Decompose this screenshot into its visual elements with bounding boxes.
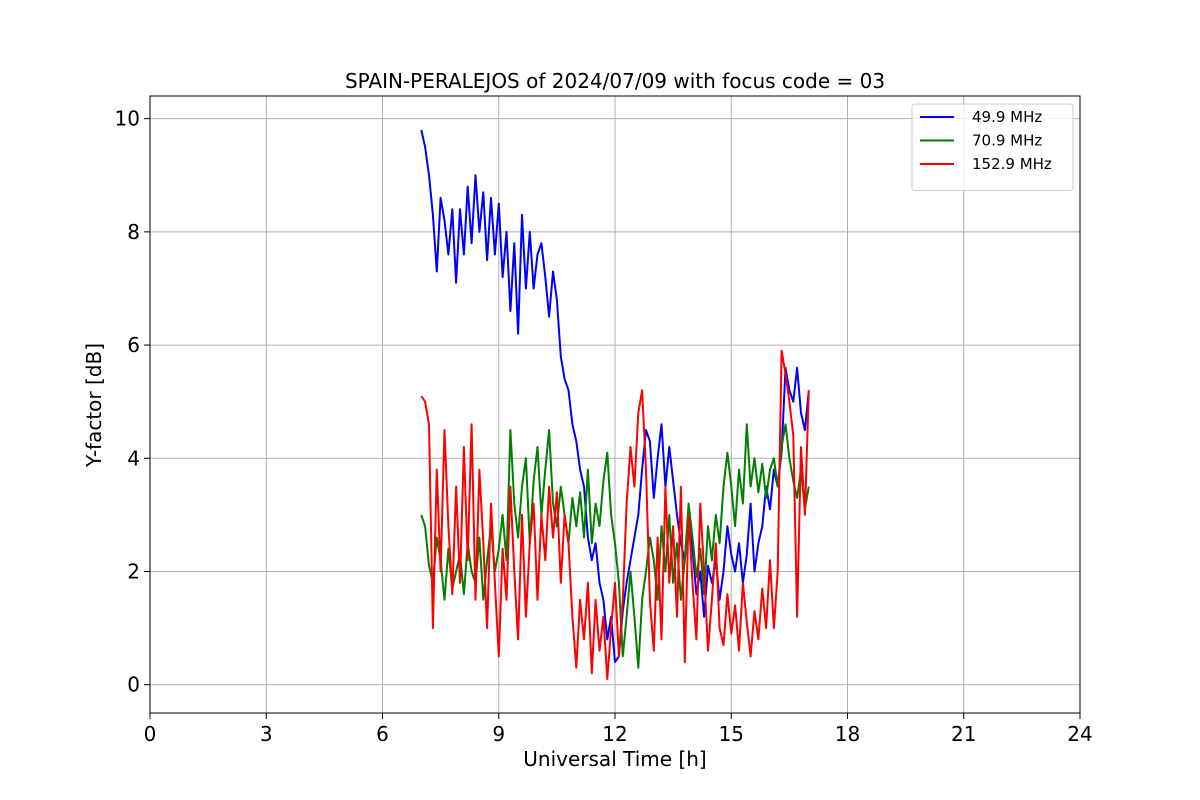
y-axis-label: Y-factor [dB]: [82, 343, 106, 468]
series-line-1: [420, 129, 810, 664]
series-line-3: [420, 349, 810, 680]
legend: 49.9 MHz 70.9 MHz 152.9 MHz: [911, 103, 1074, 191]
legend-label: 49.9 MHz: [972, 108, 1042, 126]
legend-label: 152.9 MHz: [972, 155, 1052, 173]
y-tick-label: 0: [127, 673, 140, 697]
x-tick-label: 18: [835, 722, 860, 746]
x-tick-label: 12: [602, 722, 627, 746]
x-tick-label: 15: [719, 722, 744, 746]
x-axis-label: Universal Time [h]: [523, 747, 706, 771]
x-tick-label: 6: [376, 722, 389, 746]
x-axis: 0 3 6 9 12 15 18 21 24: [144, 713, 1093, 746]
x-tick-label: 0: [144, 722, 157, 746]
y-tick-label: 8: [127, 220, 140, 244]
series-line-2: [420, 423, 810, 669]
y-tick-label: 4: [127, 446, 140, 470]
chart-title: SPAIN-PERALEJOS of 2024/07/09 with focus…: [345, 69, 885, 93]
y-tick-label: 10: [115, 107, 140, 131]
x-tick-label: 21: [951, 722, 976, 746]
legend-box: [911, 103, 1074, 191]
plot-series: [420, 129, 810, 680]
y-axis: 0 2 4 6 8 10: [115, 107, 150, 697]
y-tick-label: 2: [127, 559, 140, 583]
y-tick-label: 6: [127, 333, 140, 357]
x-tick-label: 24: [1067, 722, 1092, 746]
legend-label: 70.9 MHz: [972, 132, 1042, 150]
x-tick-label: 9: [492, 722, 505, 746]
x-tick-label: 3: [260, 722, 273, 746]
